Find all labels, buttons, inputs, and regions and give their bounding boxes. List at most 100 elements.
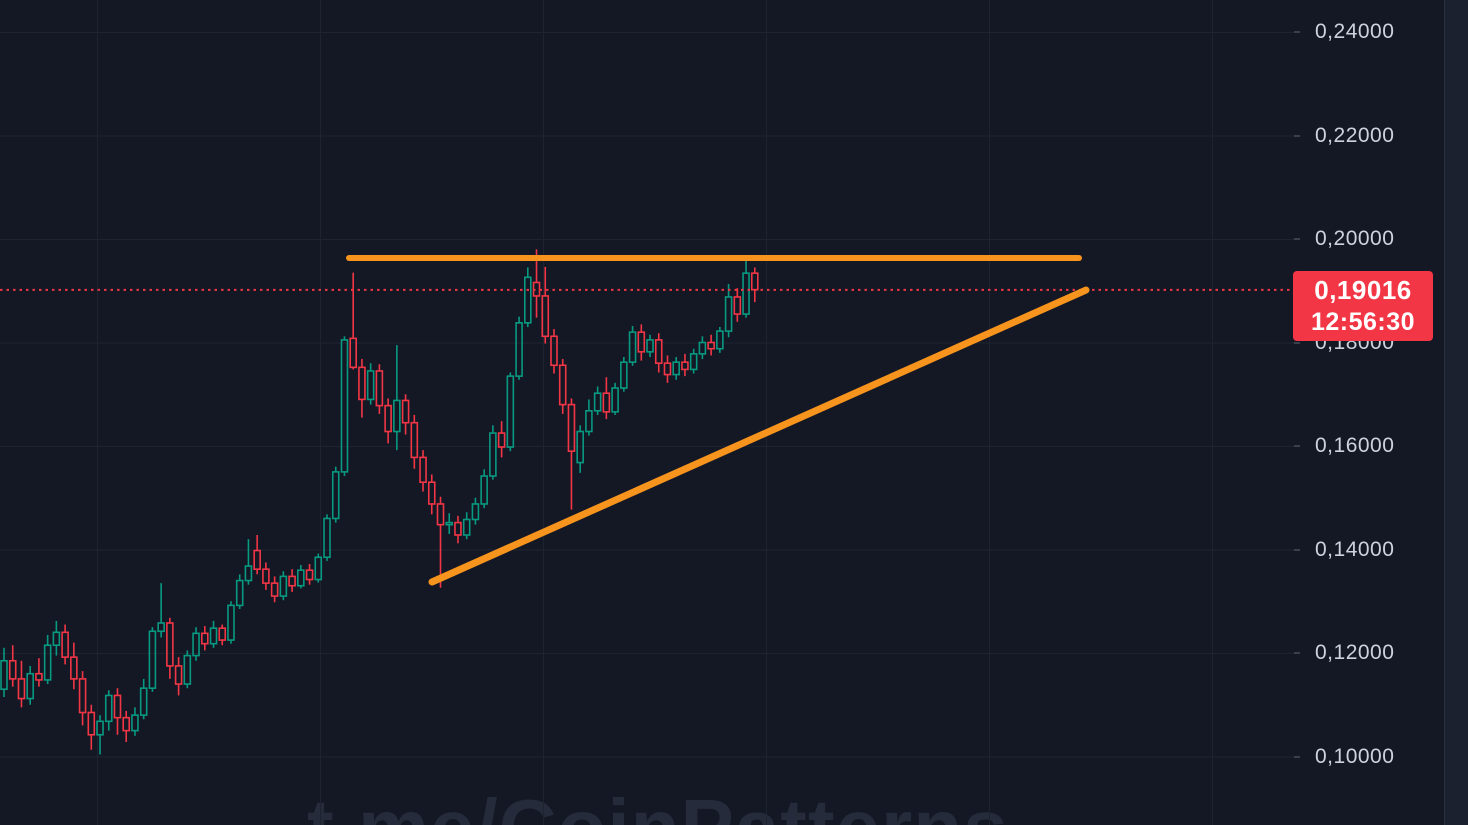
candle-up — [445, 521, 454, 526]
candle-down — [262, 568, 270, 584]
candle-up — [611, 387, 619, 413]
price-axis-tick — [1294, 134, 1300, 137]
candle-down — [663, 362, 672, 376]
candle-up — [393, 399, 401, 433]
candle-down — [419, 456, 427, 484]
price-axis-label: 0,10000 — [1315, 744, 1395, 768]
candle-up — [314, 556, 323, 581]
candle-up — [340, 339, 349, 473]
candle-down — [358, 366, 366, 401]
candle-up — [742, 272, 750, 315]
candle-down — [375, 370, 384, 407]
candle-down — [436, 503, 445, 526]
candle-up — [506, 375, 515, 448]
candle-up — [515, 322, 523, 377]
price-axis-tick — [1294, 445, 1300, 447]
price-axis-label: 0,12000 — [1315, 641, 1395, 664]
candle-up — [148, 630, 157, 689]
candle-down — [654, 339, 663, 365]
candle-up — [593, 392, 602, 412]
candle-down — [707, 341, 715, 350]
candle-down — [270, 582, 279, 597]
candle-down — [497, 432, 506, 448]
candle-down — [558, 364, 567, 406]
support-line[interactable] — [428, 286, 1090, 586]
candle-down — [681, 361, 689, 371]
candle-down — [61, 631, 69, 658]
candle-down — [70, 656, 78, 680]
candle-up — [646, 339, 654, 353]
candle-up — [279, 575, 288, 597]
candle-down — [541, 295, 550, 338]
candle-down — [733, 296, 742, 315]
candle-up — [131, 714, 139, 732]
candle-down — [8, 659, 17, 680]
candle-down — [288, 575, 296, 587]
candle-up — [462, 518, 471, 536]
candle-up — [43, 644, 52, 681]
candle-down — [349, 337, 358, 369]
watermark: t.me/CoinPatterns — [307, 782, 1009, 825]
candle-up — [724, 296, 733, 332]
candle-down — [87, 711, 96, 736]
candle-up — [628, 331, 637, 363]
candle-down — [454, 521, 462, 536]
price-axis-label: 0,20000 — [1315, 227, 1395, 250]
price-axis-strip[interactable] — [1444, 0, 1468, 825]
candle-down — [218, 627, 227, 641]
candle-up — [139, 687, 148, 716]
price-axis-tick — [1294, 341, 1300, 344]
candle-down — [384, 404, 392, 433]
candle-up — [157, 622, 165, 633]
candle-up — [698, 341, 707, 355]
candle-down — [602, 392, 611, 413]
candle-up — [489, 432, 497, 477]
candle-up — [26, 672, 34, 700]
candle-up — [323, 517, 331, 559]
candle-down — [550, 335, 558, 367]
candle-up — [716, 330, 724, 350]
candle-countdown-timer: 12:56:30 — [1310, 308, 1416, 337]
candle-down — [174, 665, 183, 685]
candle-down — [401, 399, 410, 424]
price-axis-tick — [1294, 755, 1300, 758]
candle-down — [113, 694, 122, 719]
candle-down — [17, 678, 26, 700]
candle-up — [331, 471, 340, 520]
price-axis-label: 0,22000 — [1315, 123, 1395, 147]
candle-up — [366, 370, 375, 401]
candle-up — [104, 694, 113, 723]
candle-up — [523, 276, 532, 324]
candle-up — [480, 475, 488, 505]
candle-down — [410, 421, 419, 459]
current-price-value: 0,19016 — [1314, 275, 1412, 306]
candle-down — [305, 569, 314, 581]
candle-up — [192, 632, 200, 657]
current-price-badge: 0,19016 12:56:30 — [1293, 270, 1433, 341]
price-axis-label: 0,14000 — [1315, 537, 1395, 561]
candle-up — [209, 627, 218, 645]
candle-down — [637, 331, 646, 353]
candle-up — [297, 569, 305, 587]
price-axis-label: 0,16000 — [1315, 434, 1395, 457]
candle-up — [576, 430, 584, 464]
price-axis[interactable]: 0,24000 0,22000 0,20000 0,18000 0,16000 0,140… — [1294, 0, 1468, 825]
candle-down — [166, 622, 174, 667]
candle-up — [672, 361, 681, 376]
candle-up — [585, 410, 593, 433]
price-axis-tick — [1294, 652, 1300, 654]
price-axis-tick — [1294, 548, 1300, 551]
candle-down — [78, 678, 87, 714]
candle-up — [235, 579, 244, 607]
candle-up — [0, 659, 8, 691]
candle-down — [200, 632, 209, 645]
candle-up — [52, 631, 61, 647]
price-axis-label: 0,24000 — [1315, 20, 1395, 43]
candle-down — [427, 481, 436, 505]
candle-up — [183, 654, 192, 685]
candle-down — [35, 672, 43, 681]
candle-up — [244, 565, 253, 582]
candle-up — [96, 720, 104, 736]
